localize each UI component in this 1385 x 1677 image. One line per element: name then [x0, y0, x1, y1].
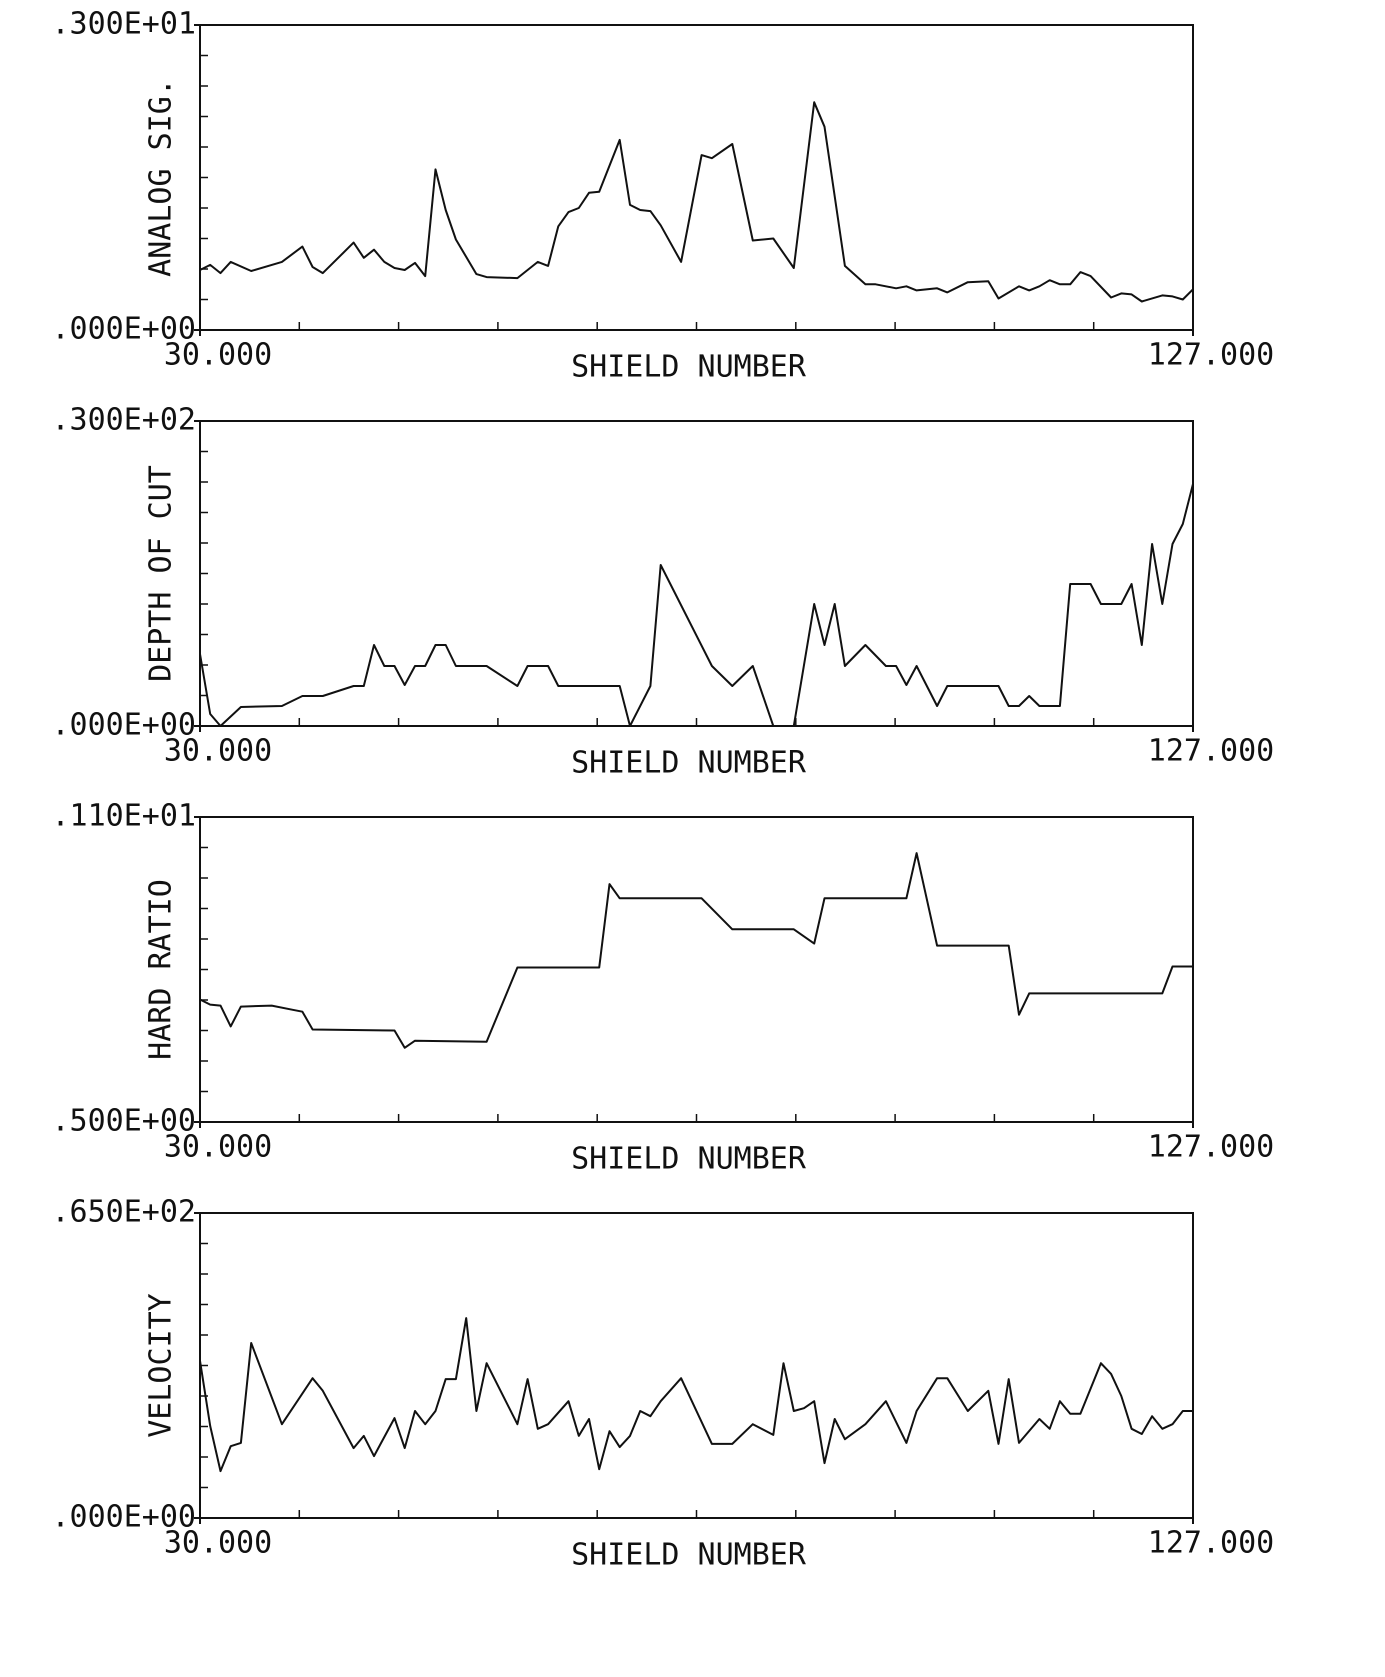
- data-line: [199, 1317, 1193, 1473]
- x-tick-label: 30.000: [164, 734, 272, 769]
- x-axis-label: SHIELD NUMBER: [571, 350, 807, 385]
- y-tick-label: .300E+01: [52, 7, 197, 42]
- plot-frame: [199, 1212, 1194, 1519]
- plot-frame: [199, 420, 1194, 727]
- y-tick-label: .000E+00: [52, 1500, 197, 1535]
- y-axis-label: HARD RATIO: [144, 879, 179, 1060]
- x-tick-label: 30.000: [164, 338, 272, 373]
- x-tick-label: 127.000: [1148, 338, 1274, 373]
- x-tick-label: 127.000: [1148, 1526, 1274, 1561]
- y-tick-label: .500E+00: [52, 1104, 197, 1139]
- y-tick-label: .000E+00: [52, 312, 197, 347]
- x-axis-label: SHIELD NUMBER: [571, 746, 807, 781]
- x-tick-label: 30.000: [164, 1526, 272, 1561]
- y-tick-label: .000E+00: [52, 708, 197, 743]
- data-line: [199, 101, 1194, 303]
- plot-frame: [199, 816, 1194, 1123]
- y-tick-label: .650E+02: [52, 1195, 197, 1230]
- x-axis-label: SHIELD NUMBER: [571, 1538, 807, 1573]
- x-tick-label: 30.000: [164, 1130, 272, 1165]
- y-axis-label: DEPTH OF CUT: [144, 465, 179, 682]
- x-tick-label: 127.000: [1148, 734, 1274, 769]
- y-tick-label: .300E+02: [52, 403, 197, 438]
- y-tick-label: .110E+01: [52, 799, 197, 834]
- data-line: [199, 483, 1194, 727]
- data-line: [199, 852, 1193, 1049]
- y-axis-label: ANALOG SIG.: [144, 78, 179, 277]
- x-tick-label: 127.000: [1148, 1130, 1274, 1165]
- y-axis-label: VELOCITY: [144, 1293, 179, 1438]
- x-axis-label: SHIELD NUMBER: [571, 1142, 807, 1177]
